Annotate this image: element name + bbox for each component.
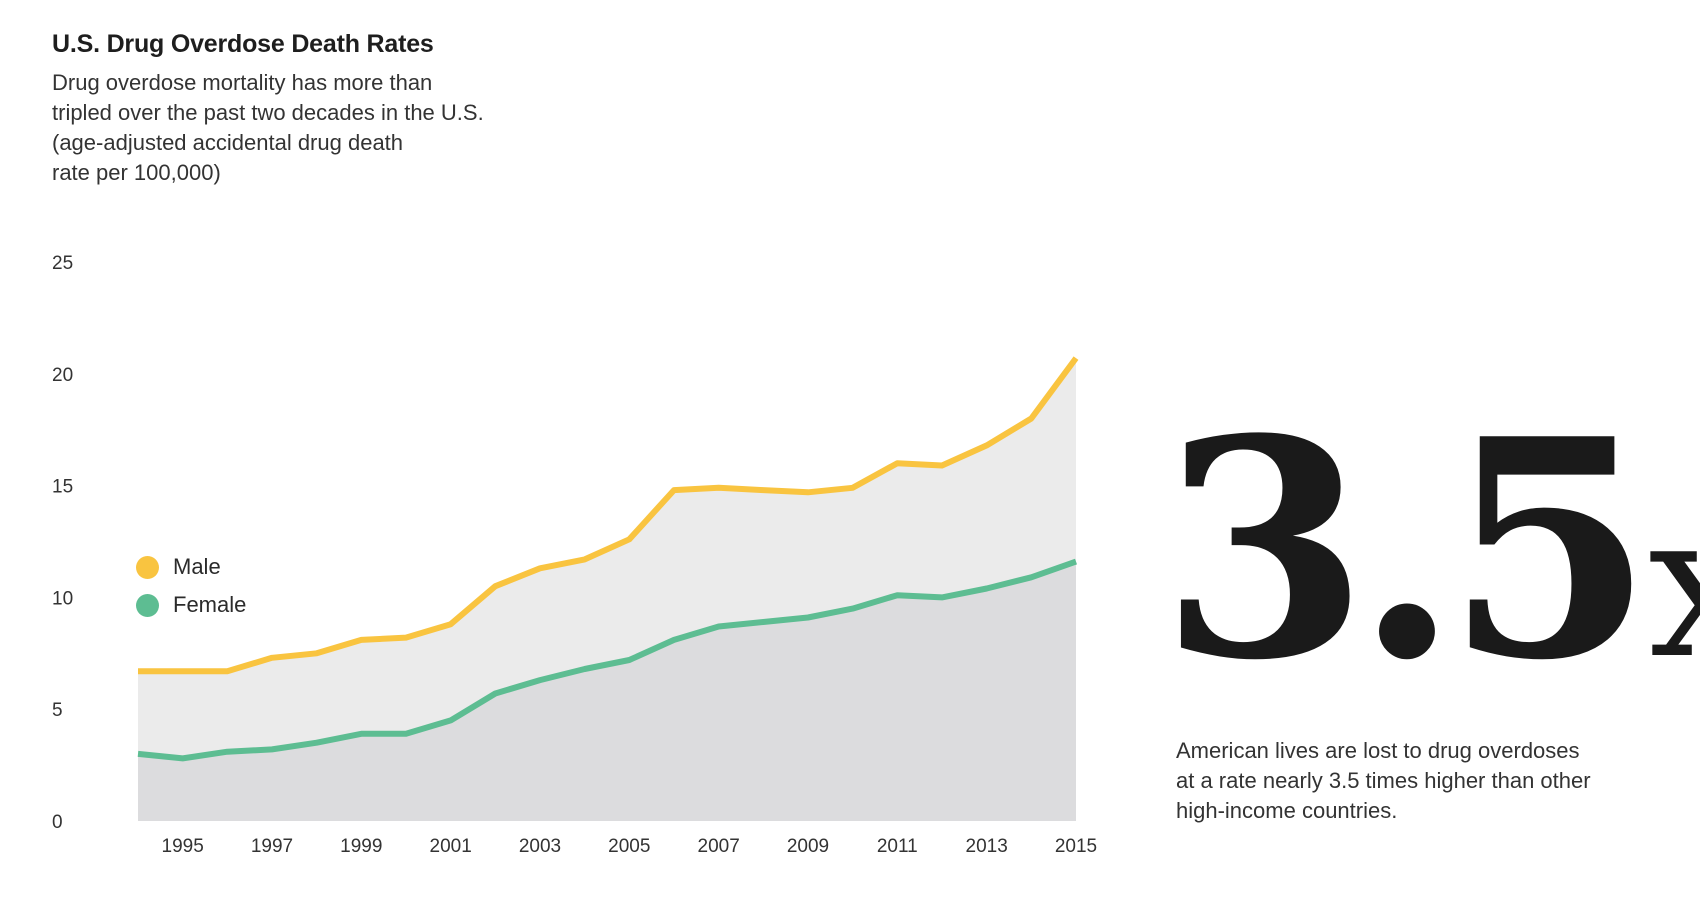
- legend-item-male: Male: [136, 548, 246, 586]
- y-tick-label: 15: [52, 477, 73, 498]
- callout-note-line: American lives are lost to drug overdose…: [1176, 738, 1580, 763]
- x-axis: 1995 1997 1999 2001 2003 2005 2007 2009 …: [162, 836, 1098, 857]
- y-tick-label: 20: [52, 365, 73, 386]
- callout-note-line: at a rate nearly 3.5 times higher than o…: [1176, 768, 1591, 793]
- subtitle-line: rate per 100,000): [52, 160, 221, 185]
- x-tick-label: 2015: [1055, 836, 1097, 857]
- x-tick-label: 2003: [519, 836, 561, 857]
- female-series-line: [137, 558, 1077, 762]
- legend-label-female: Female: [173, 592, 247, 617]
- callout-note-line: high-income countries.: [1176, 798, 1398, 823]
- legend: Male Female: [136, 548, 246, 624]
- y-tick-label: 10: [52, 588, 73, 609]
- male-series-line: [138, 356, 1079, 675]
- subtitle-line: tripled over the past two decades in the…: [52, 100, 484, 125]
- female-area: [138, 561, 1076, 821]
- y-tick-label: 5: [52, 700, 63, 721]
- y-tick-label: 0: [52, 812, 63, 833]
- x-tick-label: 2007: [698, 836, 740, 857]
- callout-number: 3.5: [1160, 373, 1654, 726]
- legend-label-male: Male: [173, 554, 221, 579]
- x-tick-label: 1999: [340, 836, 382, 857]
- x-tick-label: 2001: [430, 836, 472, 857]
- subtitle-line: Drug overdose mortality has more than: [52, 70, 433, 95]
- x-tick-label: 1995: [162, 836, 204, 857]
- callout-suffix: x: [1648, 470, 1700, 703]
- legend-swatch-female: [136, 593, 159, 617]
- x-tick-label: 1997: [251, 836, 293, 857]
- legend-swatch-male: [136, 555, 159, 579]
- x-tick-label: 2005: [608, 836, 650, 857]
- x-tick-label: 2011: [877, 836, 918, 857]
- chart-title: U.S. Drug Overdose Death Rates: [52, 30, 434, 58]
- legend-item-female: Female: [136, 586, 246, 624]
- callout-note: American lives are lost to drug overdose…: [1176, 736, 1646, 826]
- callout-figure: 3.5x: [1160, 400, 1700, 700]
- x-tick-label: 2009: [787, 836, 829, 857]
- y-axis: 0 5 10 15 20 25: [52, 253, 73, 833]
- y-tick-label: 25: [52, 253, 73, 274]
- x-tick-label: 2013: [966, 836, 1008, 857]
- subtitle-line: (age-adjusted accidental drug death: [52, 130, 404, 155]
- chart-subtitle: Drug overdose mortality has more than tr…: [52, 68, 532, 188]
